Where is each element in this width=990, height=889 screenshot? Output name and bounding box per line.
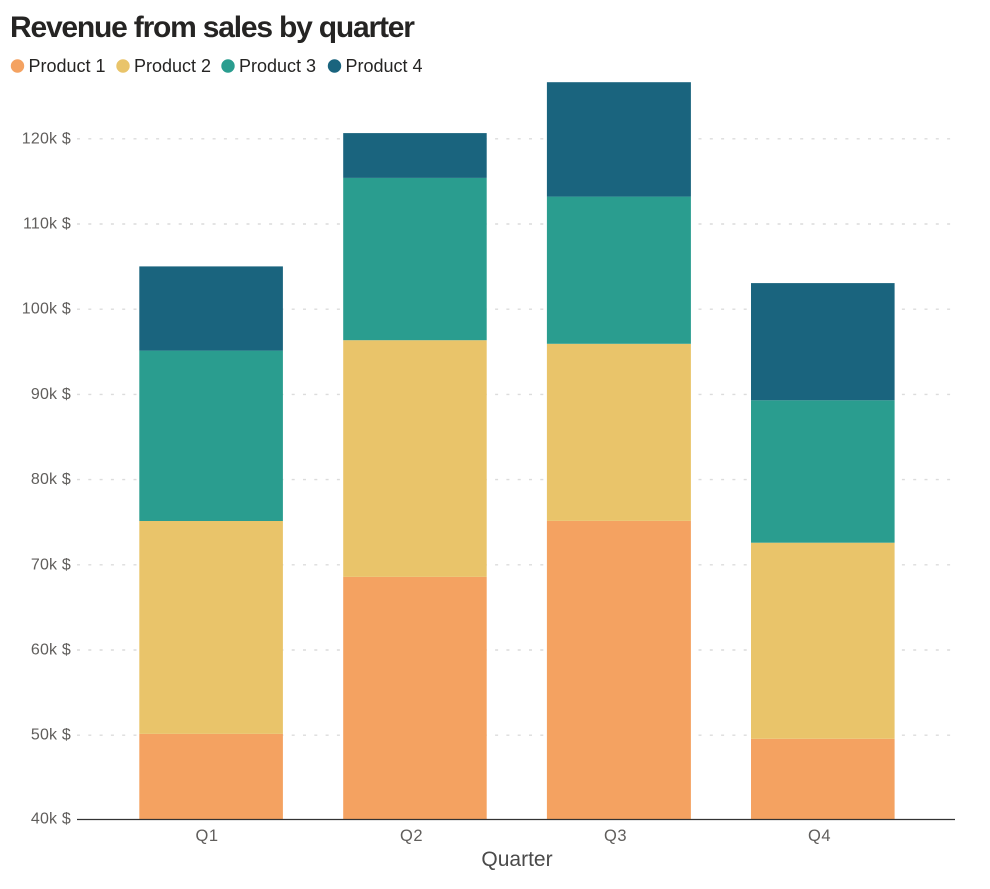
svg-text:90k $: 90k $ [31, 386, 71, 403]
svg-text:110k $: 110k $ [23, 216, 71, 233]
svg-text:Revenue from sales by quarter: Revenue from sales by quarter [10, 11, 415, 44]
svg-text:120k $: 120k $ [22, 130, 71, 147]
svg-text:Product 1: Product 1 [29, 56, 106, 76]
svg-text:Quarter: Quarter [481, 848, 552, 871]
svg-text:Product 4: Product 4 [346, 56, 423, 76]
svg-text:80k $: 80k $ [31, 471, 71, 488]
svg-text:Q4: Q4 [808, 827, 831, 845]
svg-text:70k $: 70k $ [31, 556, 71, 573]
svg-text:Product 2: Product 2 [134, 56, 211, 76]
svg-text:50k $: 50k $ [31, 727, 71, 744]
svg-text:Q3: Q3 [604, 827, 627, 845]
svg-text:Q2: Q2 [400, 827, 423, 845]
svg-text:Product 3: Product 3 [239, 56, 316, 76]
svg-text:Q1: Q1 [195, 827, 218, 845]
svg-text:60k $: 60k $ [31, 642, 71, 659]
svg-text:40k $: 40k $ [31, 811, 71, 828]
svg-text:100k $: 100k $ [22, 301, 71, 318]
